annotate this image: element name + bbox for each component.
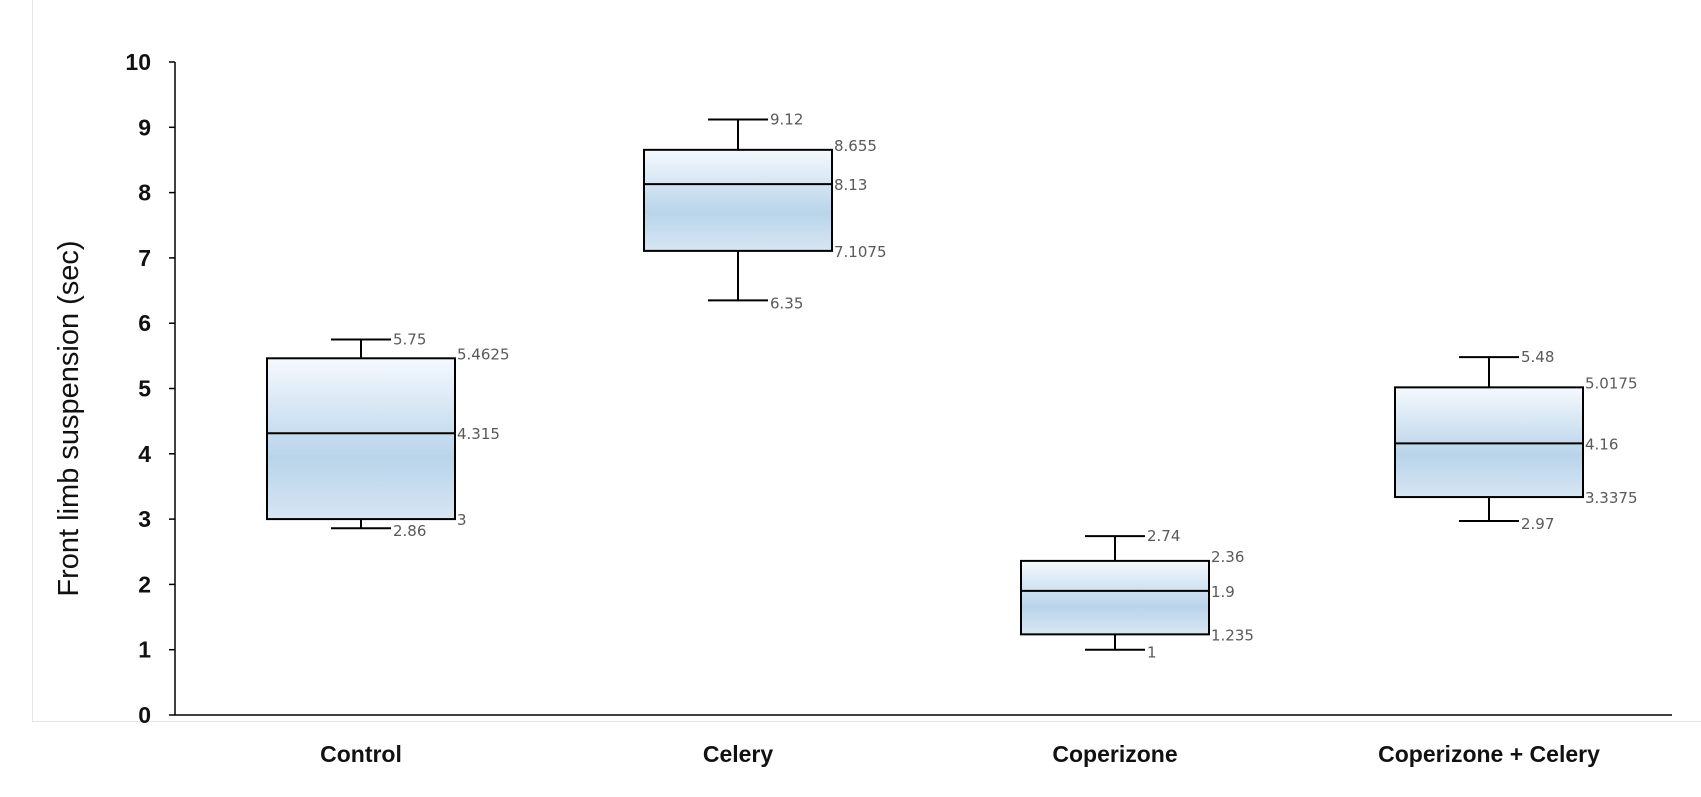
y-axis-title: Front limb suspension (sec) bbox=[53, 240, 85, 596]
data-label-q1: 7.1075 bbox=[834, 243, 887, 261]
data-labels-layer: 5.75 5.4625 4.315 3 2.86 9.12 8.655 8.13 7.1075 6… bbox=[393, 110, 1638, 661]
data-label-q3: 8.655 bbox=[834, 137, 877, 155]
data-label-min: 6.35 bbox=[770, 294, 803, 312]
data-label-q3: 5.4625 bbox=[457, 345, 510, 363]
x-category-label: Control bbox=[320, 741, 402, 767]
y-tick-label: 2 bbox=[138, 571, 151, 597]
data-label-min: 1 bbox=[1147, 644, 1157, 662]
y-axis-ticks: 0 1 2 3 4 5 6 7 8 9 10 bbox=[125, 49, 175, 728]
x-category-label: Coperizone + Celery bbox=[1378, 741, 1600, 767]
data-label-median: 4.315 bbox=[457, 425, 500, 443]
data-label-q3: 2.36 bbox=[1211, 548, 1244, 566]
data-label-min: 2.86 bbox=[393, 522, 426, 540]
data-label-max: 5.75 bbox=[393, 331, 426, 349]
data-label-median: 1.9 bbox=[1211, 583, 1235, 601]
y-tick-label: 1 bbox=[138, 637, 151, 663]
box-iqr bbox=[643, 148, 833, 252]
x-category-label: Celery bbox=[703, 741, 774, 767]
box-iqr bbox=[1020, 559, 1210, 636]
y-tick-label: 5 bbox=[138, 376, 151, 402]
box-group bbox=[1394, 356, 1584, 523]
y-tick-label: 10 bbox=[125, 49, 151, 75]
data-label-max: 2.74 bbox=[1147, 527, 1180, 545]
x-axis-categories: Control Celery Coperizone Coperizone + Cele… bbox=[320, 741, 1600, 767]
data-label-q1: 3 bbox=[457, 511, 467, 529]
box-group bbox=[643, 118, 833, 302]
data-label-q1: 1.235 bbox=[1211, 626, 1254, 644]
left-border bbox=[32, 0, 33, 722]
data-label-q1: 3.3375 bbox=[1585, 489, 1638, 507]
data-label-q3: 5.0175 bbox=[1585, 374, 1638, 392]
y-tick-label: 6 bbox=[138, 310, 151, 336]
y-tick-label: 4 bbox=[138, 441, 151, 467]
y-tick-label: 3 bbox=[138, 506, 151, 532]
y-tick-label: 0 bbox=[138, 702, 151, 728]
box-group bbox=[266, 338, 456, 530]
data-label-median: 4.16 bbox=[1585, 435, 1618, 453]
box-group bbox=[1020, 535, 1210, 651]
y-tick-label: 9 bbox=[138, 114, 151, 140]
boxes-layer bbox=[266, 118, 1584, 651]
data-label-max: 9.12 bbox=[770, 110, 803, 128]
box-iqr bbox=[1394, 386, 1584, 499]
y-tick-label: 7 bbox=[138, 245, 151, 271]
x-category-label: Coperizone bbox=[1052, 741, 1177, 767]
bottom-border bbox=[32, 721, 1701, 722]
data-label-max: 5.48 bbox=[1521, 348, 1554, 366]
y-tick-label: 8 bbox=[138, 180, 151, 206]
data-label-min: 2.97 bbox=[1521, 515, 1554, 533]
data-label-median: 8.13 bbox=[834, 176, 867, 194]
box-iqr bbox=[266, 357, 456, 521]
